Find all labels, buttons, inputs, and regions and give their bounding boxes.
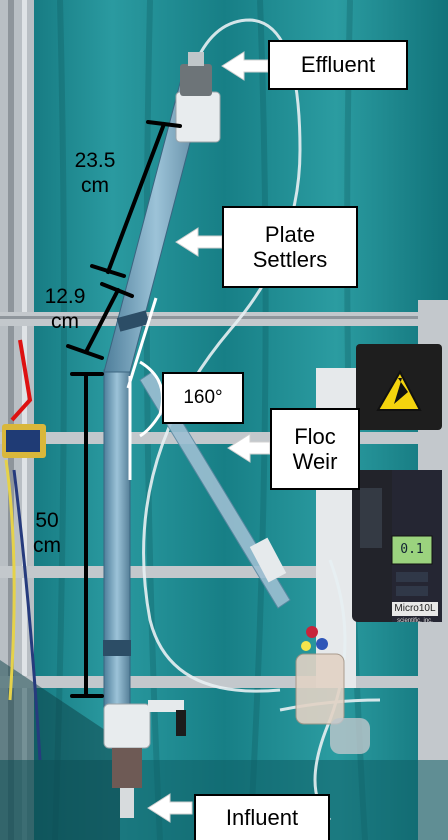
- measurement-top: 23.5 cm: [60, 148, 130, 198]
- effluent-tubing: [142, 18, 302, 693]
- measurement-middle: 12.9 cm: [30, 284, 100, 334]
- label-floc-weir: Floc Weir: [270, 408, 360, 490]
- dimension-lines: [66, 120, 182, 698]
- top-fitting: [175, 52, 221, 143]
- main-tube: [103, 67, 209, 711]
- label-influent: Influent: [194, 794, 330, 840]
- bottom-fitting: [103, 703, 151, 818]
- dim-top-line: [106, 122, 166, 274]
- label-plate-settlers: Plate Settlers: [222, 206, 358, 288]
- label-floc-weir-line2: Weir: [292, 449, 338, 474]
- collection-vessel: [295, 626, 370, 754]
- measurement-bottom-unit: cm: [33, 534, 61, 558]
- angle-guide: [126, 297, 164, 480]
- label-angle: 160°: [162, 372, 244, 424]
- label-plate-settlers-line2: Settlers: [252, 247, 328, 272]
- effluent-arrow-icon: [221, 51, 269, 81]
- measurement-middle-unit: cm: [51, 310, 79, 334]
- peristaltic-pump: [352, 344, 442, 622]
- label-floc-weir-line1: Floc: [294, 423, 336, 449]
- measurement-bottom-value: 50: [35, 509, 59, 532]
- measurement-bottom: 50 cm: [14, 508, 80, 558]
- plate-settlers-arrow-icon: [175, 227, 223, 257]
- label-effluent: Effluent: [268, 40, 408, 90]
- measurement-top-unit: cm: [81, 174, 109, 198]
- pump-maker: scientific, inc.: [397, 618, 433, 624]
- label-plate-settlers-line1: Plate: [264, 221, 316, 247]
- measurement-middle-value: 12.9: [44, 285, 86, 308]
- pump-readout: 0.1: [400, 542, 424, 557]
- floc-weir-arrow-icon: [227, 433, 271, 463]
- measurement-top-value: 23.5: [74, 149, 116, 172]
- pump-brand: Micro10L: [394, 603, 436, 614]
- dim-middle-line: [84, 288, 120, 354]
- influent-arrow-icon: [147, 793, 193, 823]
